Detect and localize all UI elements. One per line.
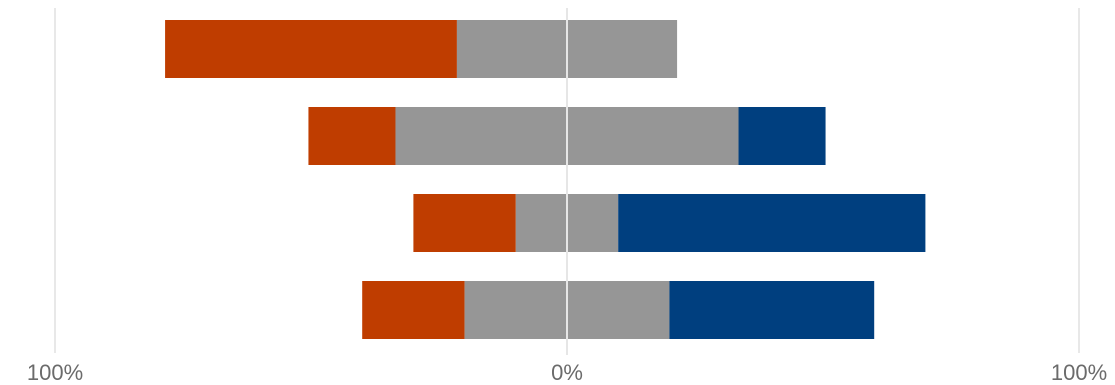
bar-row4-segment1 (362, 281, 465, 339)
bars (165, 20, 926, 339)
bar-row3-segment3 (618, 194, 926, 252)
x-axis-tick-labels: 100% 0% 100% (27, 360, 1107, 385)
x-tick-label-0: 100% (27, 360, 83, 385)
bar-row2-segment1 (308, 107, 396, 165)
x-tick-label-2: 100% (1051, 360, 1107, 385)
bar-row1-segment1 (165, 20, 457, 78)
x-tick-label-1: 0% (551, 360, 583, 385)
bar-row2-segment3 (738, 107, 826, 165)
bar-row4-segment3 (669, 281, 875, 339)
bar-row3-segment1 (413, 194, 516, 252)
gridlines (54, 8, 1080, 353)
